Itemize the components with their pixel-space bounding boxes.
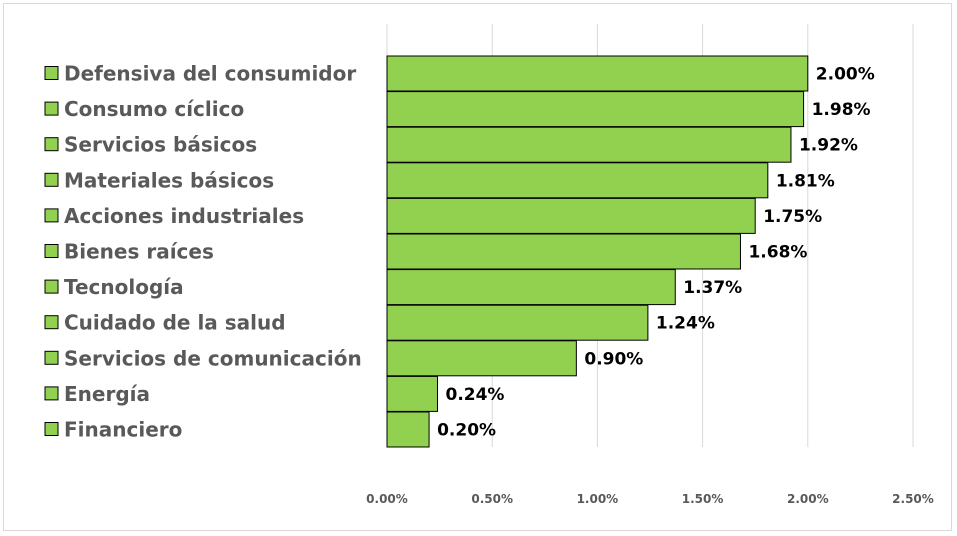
data-label: 0.24% bbox=[445, 385, 504, 405]
bar bbox=[386, 269, 676, 306]
legend-swatch bbox=[44, 279, 59, 294]
data-label: 1.24% bbox=[656, 314, 715, 334]
legend-swatch bbox=[44, 208, 59, 223]
legend-swatch bbox=[44, 172, 59, 187]
x-tick-label: 1.50% bbox=[682, 492, 724, 506]
data-label: 1.37% bbox=[683, 278, 742, 298]
legend-label: Energía bbox=[64, 382, 150, 406]
legend-swatch bbox=[44, 101, 59, 116]
data-label: 1.92% bbox=[799, 136, 858, 156]
bar bbox=[386, 126, 792, 163]
data-label: 2.00% bbox=[816, 65, 875, 85]
legend-swatch bbox=[44, 244, 59, 258]
x-tick-label: 2.50% bbox=[892, 492, 934, 506]
bar bbox=[386, 411, 430, 448]
value-labels: 2.00% 1.98% 1.92% 1.81% 1.75% 1.68% 1.37% 1.24%… bbox=[437, 65, 875, 441]
legend-swatch bbox=[44, 66, 59, 80]
legend-label: Defensiva del consumidor bbox=[64, 62, 356, 86]
legend-label: Tecnología bbox=[64, 275, 184, 299]
bar bbox=[386, 375, 438, 412]
data-label: 0.20% bbox=[437, 421, 496, 441]
legend-label: Servicios de comunicación bbox=[64, 346, 362, 370]
legend-label: Consumo cíclico bbox=[64, 97, 244, 121]
data-label: 1.75% bbox=[763, 207, 822, 227]
legend-label: Servicios básicos bbox=[64, 133, 257, 157]
x-tick-label: 0.50% bbox=[471, 492, 513, 506]
bars bbox=[386, 55, 809, 448]
x-tick-labels: 0.00% 0.50% 1.00% 1.50% 2.00% 2.50% bbox=[366, 492, 934, 506]
legend-label: Cuidado de la salud bbox=[64, 311, 286, 335]
legend: Defensiva del consumidor Consumo cíclico S… bbox=[44, 62, 362, 442]
bar bbox=[386, 162, 769, 199]
data-label: 1.98% bbox=[812, 100, 871, 120]
legend-swatch bbox=[44, 315, 59, 330]
legend-swatch bbox=[44, 137, 59, 152]
bar bbox=[386, 340, 577, 377]
legend-label: Acciones industriales bbox=[64, 204, 304, 228]
data-label: 1.81% bbox=[776, 171, 835, 191]
x-tick-label: 2.00% bbox=[787, 492, 829, 506]
bar bbox=[386, 91, 805, 128]
legend-swatch bbox=[44, 386, 59, 401]
x-tick-label: 0.00% bbox=[366, 492, 408, 506]
bar bbox=[386, 197, 756, 234]
bar bbox=[386, 233, 741, 270]
bar bbox=[386, 55, 809, 92]
legend-label: Financiero bbox=[64, 418, 182, 442]
legend-swatch bbox=[44, 422, 59, 436]
data-label: 1.68% bbox=[748, 243, 807, 263]
legend-label: Materiales básicos bbox=[64, 168, 274, 192]
bar bbox=[386, 304, 649, 341]
legend-swatch bbox=[44, 350, 59, 365]
x-tick-label: 1.00% bbox=[577, 492, 619, 506]
legend-label: Bienes raíces bbox=[64, 240, 214, 264]
data-label: 0.90% bbox=[584, 349, 643, 369]
